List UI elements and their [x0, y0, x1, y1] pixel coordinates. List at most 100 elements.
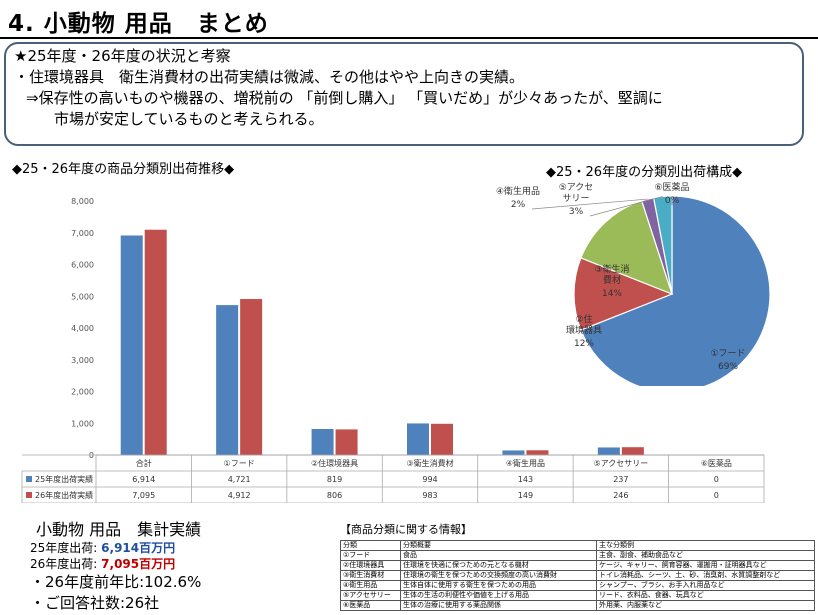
pie-chart: ①フード 69% ②住環境器具 12% ③衛生消費材 14% ④衛生用品 2% ⑤アクセサリー 3…: [496, 181, 771, 386]
bar: [216, 305, 239, 455]
y-tick-label: 2,000: [71, 388, 94, 397]
table-value: 0: [714, 475, 719, 484]
y-tick-label: 0: [89, 451, 94, 460]
category-label: 合計: [136, 458, 152, 468]
pie-label-text: サリー: [562, 193, 589, 204]
bar-chart: 0 1,000 2,000 3,000 4,000 5,000 6,000 7,000 8,00…: [21, 197, 765, 503]
y-tick-label: 8,000: [71, 197, 94, 206]
y-tick-label: 7,000: [71, 229, 94, 238]
info-cell: 主な分類例: [596, 540, 815, 551]
page-title: 4. 小動物 用品 まとめ: [8, 11, 269, 37]
info-cell: ④衛生用品: [340, 580, 401, 591]
bar: [240, 299, 263, 455]
totals-title: 小動物 用品 集計実績: [36, 520, 202, 539]
info-cell: 生体自体に使用する衛生を保つための用品: [400, 580, 597, 591]
info-cell: 外用薬、内服薬など: [596, 600, 815, 611]
pie-label: ③衛生消費材 14%: [594, 263, 629, 299]
bar: [120, 235, 143, 455]
table-value: 143: [518, 475, 533, 484]
y-tick-label: 4,000: [71, 324, 94, 333]
info-cell: ⑥医薬品: [340, 600, 401, 611]
bar-chart-label: ◆25・26年度の商品分類別出荷推移◆: [12, 162, 235, 177]
bar: [597, 447, 620, 455]
info-cell: トイレ消耗品、シーツ、土、砂、消臭剤、水質調整剤など: [596, 570, 815, 581]
info-cell: リード、衣料品、食器、玩具など: [596, 590, 815, 601]
pie-label-text: ②住: [575, 313, 592, 325]
pie-label-text: ①フード: [710, 349, 745, 359]
pie-label: ②住環境器具 12%: [566, 313, 602, 349]
pie-label-pct: 14%: [602, 289, 622, 299]
bar: [526, 450, 549, 455]
category-label: ①フード: [224, 459, 255, 468]
totals-row-26: 26年度出荷: 7,095百万円: [30, 556, 330, 572]
table-value: 4,912: [228, 491, 251, 500]
totals-value: 7,095百万円: [101, 557, 176, 571]
y-tick-label: 1,000: [71, 419, 94, 428]
info-cell: 生体の生活の利便性や価値を上げる用品: [400, 590, 597, 601]
pie-label-text: 費材: [603, 274, 621, 286]
legend-key: [26, 492, 32, 498]
pie-label: ④衛生用品 2%: [496, 185, 540, 210]
info-cell: 分類概要: [400, 540, 597, 551]
table-value: 983: [422, 491, 437, 500]
table-value: 0: [714, 491, 719, 500]
bar: [311, 428, 334, 455]
table-value: 819: [327, 475, 342, 484]
info-cell: ②住環境器具: [340, 560, 401, 571]
info-table: 分類 分類概要 主な分類例 ①フード 食品 主食、副食、補助食品など ②住環境器具 住環境を快…: [340, 540, 815, 611]
info-cell: 生体の治療に使用する薬品関係: [400, 600, 597, 611]
bar: [335, 429, 358, 455]
info-cell: 分類: [340, 540, 401, 551]
legend-label: 26年度出荷実績: [35, 490, 93, 500]
info-row: ①フード 食品 主食、副食、補助食品など: [340, 550, 815, 561]
y-tick-label: 3,000: [71, 356, 94, 365]
totals-label: 26年度出荷:: [30, 557, 98, 571]
info-cell: 住環境を快適に保つための元となる機材: [400, 560, 597, 571]
bar: [407, 423, 429, 455]
table-value: 149: [518, 491, 533, 500]
info-row: ②住環境器具 住環境を快適に保つための元となる機材 ケージ、キャリー、飼育容器、運搬…: [340, 560, 815, 571]
pie-label-text: ④衛生用品: [496, 185, 540, 197]
bar: [431, 423, 453, 455]
info-cell: シャンプー、ブラシ、お手入れ用品など: [596, 580, 815, 591]
pie-label-text: ⑤アクセ: [559, 182, 594, 193]
table-value: 246: [613, 491, 628, 500]
category-label: ②住環境器具: [311, 458, 358, 468]
title-underline: [0, 37, 818, 39]
summary-line: ・住環境器具 衛生消費材の出荷実績は微減、その他はやや上向きの実績。: [14, 68, 525, 86]
pie-leader-line: [531, 198, 648, 210]
info-cell: 住環境の衛生を保つための交換頻度の高い消費財: [400, 570, 597, 581]
info-cell: ⑤アクセサリー: [340, 590, 401, 601]
category-label: ⑤アクセサリー: [593, 459, 648, 468]
bar: [621, 447, 644, 455]
pie-label-pct: 2%: [511, 200, 526, 210]
totals-panel: 小動物 用品 集計実績 25年度出荷: 6,914百万円 26年度出荷: 7,0…: [30, 516, 330, 614]
table-value: 806: [327, 491, 342, 500]
pie-chart-label: ◆25・26年度の分類別出荷構成◆: [546, 165, 743, 180]
category-label: ⑥医薬品: [701, 458, 732, 468]
summary-box: ★25年度・26年度の状況と考察 ・住環境器具 衛生消費材の出荷実績は微減、その…: [4, 42, 804, 146]
totals-companies: ・ご回答社数:26社: [30, 594, 160, 612]
pie-label-pct: 69%: [718, 362, 738, 372]
info-cell: ケージ、キャリー、飼育容器、運搬用・証明器具など: [596, 560, 815, 571]
totals-label: 25年度出荷:: [30, 541, 98, 555]
info-row: ④衛生用品 生体自体に使用する衛生を保つための用品 シャンプー、ブラシ、お手入れ用品…: [340, 580, 815, 591]
pie-label: ⑤アクセサリー 3%: [559, 182, 594, 217]
info-row: ⑥医薬品 生体の治療に使用する薬品関係 外用薬、内服薬など: [340, 600, 815, 611]
totals-value: 6,914百万円: [101, 541, 176, 555]
summary-line: 市場が安定しているものと考えられる。: [54, 110, 324, 128]
summary-heading: ★25年度・26年度の状況と考察: [14, 47, 231, 65]
info-title: 【商品分類に関する情報】: [340, 523, 472, 536]
summary-line: ⇒保存性の高いものや機器の、増税前の 「前倒し購入」 「買いだめ」が少々あったが…: [26, 89, 663, 107]
pie-label: ①フード 69%: [710, 349, 745, 372]
info-row: ③衛生消費材 住環境の衛生を保つための交換頻度の高い消費財 トイレ消耗品、シーツ、土…: [340, 570, 815, 581]
pie-slice: [580, 195, 771, 386]
pie-label-text: 環境器具: [566, 324, 602, 336]
pie-label-text: ③衛生消: [594, 263, 629, 275]
table-value: 7,095: [132, 491, 155, 500]
info-cell: ①フード: [340, 550, 401, 561]
category-info: 【商品分類に関する情報】 分類 分類概要 主な分類例 ①フード 食品 主食、副食、補助食品…: [340, 521, 815, 611]
bar: [144, 229, 167, 455]
y-tick-label: 6,000: [71, 261, 94, 270]
y-tick-label: 5,000: [71, 292, 94, 301]
